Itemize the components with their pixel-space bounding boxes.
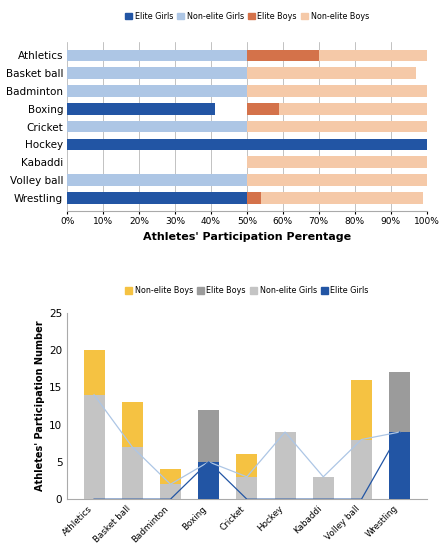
Bar (236, 477, 257, 499)
Bar (389, 432, 410, 499)
Legend: Non-elite Boys, Elite Boys, Non-elite Girls, Elite Girls: Non-elite Boys, Elite Boys, Non-elite Gi… (121, 283, 372, 299)
Bar (67, 85, 247, 97)
Y-axis label: Athletes' Participation Number: Athletes' Participation Number (35, 321, 45, 491)
Bar (198, 462, 219, 499)
Bar (275, 432, 295, 499)
Bar (389, 372, 410, 499)
Bar (160, 484, 181, 499)
Bar (67, 103, 214, 114)
Bar (351, 439, 372, 499)
Bar (247, 157, 445, 168)
Bar (275, 432, 295, 499)
Bar (247, 50, 319, 61)
Bar (389, 372, 410, 499)
Bar (67, 121, 247, 133)
Bar (84, 395, 105, 499)
Bar (122, 402, 143, 499)
Bar (67, 174, 247, 186)
Bar (319, 50, 426, 61)
Bar (67, 139, 426, 150)
Bar (236, 454, 257, 499)
Bar (198, 410, 219, 499)
Bar (247, 103, 279, 114)
Bar (198, 410, 219, 499)
X-axis label: Athletes' Participation Perentage: Athletes' Participation Perentage (143, 232, 351, 241)
Bar (67, 50, 247, 61)
Bar (84, 350, 105, 499)
Bar (247, 68, 416, 79)
Bar (261, 192, 423, 204)
Bar (247, 192, 261, 204)
Bar (313, 477, 334, 499)
Bar (84, 395, 105, 499)
Bar (351, 439, 372, 499)
Bar (279, 103, 445, 114)
Bar (247, 85, 426, 97)
Bar (122, 447, 143, 499)
Bar (160, 469, 181, 499)
Bar (198, 462, 219, 499)
Bar (67, 68, 258, 79)
Bar (351, 380, 372, 499)
Bar (236, 477, 257, 499)
Bar (122, 447, 143, 499)
Bar (389, 432, 410, 499)
Bar (67, 192, 251, 204)
Bar (313, 477, 334, 499)
Bar (160, 484, 181, 499)
Bar (247, 121, 426, 133)
Bar (275, 432, 295, 499)
Legend: Elite Girls, Non-elite Girls, Elite Boys, Non-elite Boys: Elite Girls, Non-elite Girls, Elite Boys… (121, 9, 372, 24)
Bar (247, 174, 426, 186)
Bar (313, 477, 334, 499)
